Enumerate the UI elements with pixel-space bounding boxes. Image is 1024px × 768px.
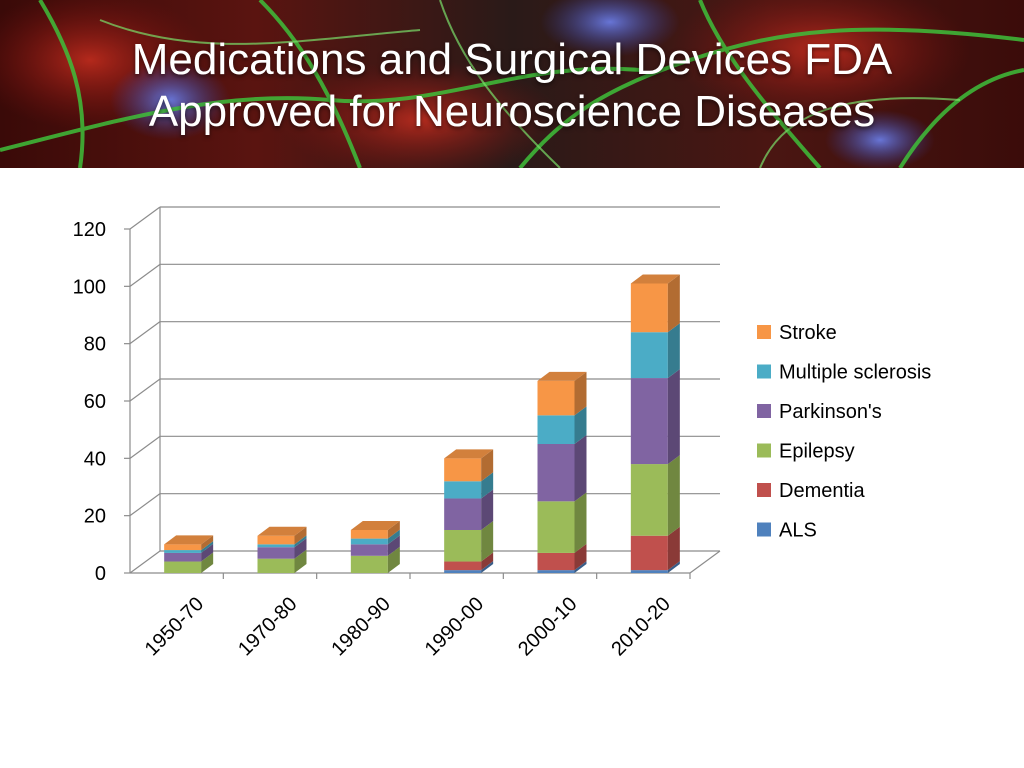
legend-label: Dementia [779, 480, 865, 502]
legend-swatch [757, 483, 771, 497]
legend-label: ALS [779, 520, 817, 542]
y-tick-label: 20 [84, 506, 106, 528]
y-tick-label: 40 [84, 448, 106, 470]
bar-segment-dementia [537, 543, 587, 571]
legend-swatch [757, 404, 771, 418]
bar-segment-epilepsy [257, 549, 307, 573]
bar-segment-stroke [630, 274, 680, 333]
bar-segment-parkinson-s [537, 435, 587, 502]
page-title: Medications and Surgical Devices FDA App… [0, 34, 1024, 138]
bar-segment-dementia [444, 552, 494, 571]
bar-segment-parkinson-s [164, 543, 214, 562]
x-category-label: 2000-10 [514, 593, 581, 660]
bar-segment-stroke [164, 535, 214, 551]
legend-item: Stroke [757, 322, 837, 344]
header-banner: Medications and Surgical Devices FDA App… [0, 0, 1024, 168]
bar-segment-parkinson-s [630, 369, 680, 465]
bar-segment-parkinson-s [257, 538, 307, 559]
bar-segment-stroke [537, 371, 587, 416]
y-tick-label: 100 [73, 276, 106, 298]
title-line-1: Medications and Surgical Devices FDA [131, 35, 893, 84]
x-category-label: 1970-80 [234, 593, 301, 660]
bar-segment-multiple-sclerosis [630, 323, 680, 379]
microscopy-neurons-image [0, 0, 1024, 168]
bar-segment-epilepsy [537, 492, 587, 553]
gridline-connector [129, 493, 161, 517]
chart-legend: Stroke Multiple sclerosis Parkinson's Epile… [757, 322, 931, 542]
bar-segment-epilepsy [164, 552, 214, 573]
bar-segment-parkinson-s [444, 489, 494, 530]
legend-label: Multiple sclerosis [779, 362, 931, 384]
bar-segment-stroke [350, 521, 400, 539]
legend-swatch [757, 325, 771, 339]
x-category-label: 2010-20 [607, 593, 674, 660]
bar-segment-multiple-sclerosis [537, 406, 587, 444]
bar-segment-als [630, 561, 680, 573]
bar-segment-stroke [257, 526, 307, 545]
bar-segment-als [537, 561, 587, 573]
gridline-connector [129, 435, 161, 459]
bar-segment-multiple-sclerosis [444, 472, 494, 499]
bar-segment-dementia [630, 526, 680, 571]
bar-segment-epilepsy [350, 546, 400, 573]
y-tick-label: 80 [84, 334, 106, 356]
bar-segment-multiple-sclerosis [350, 529, 400, 545]
legend-item: ALS [757, 520, 817, 542]
gridline-connector [129, 321, 161, 345]
legend-swatch [757, 364, 771, 379]
legend-item: Parkinson's [757, 401, 882, 423]
legend-swatch [757, 522, 771, 537]
y-tick-label: 60 [84, 391, 106, 413]
legend-label: Parkinson's [779, 401, 882, 423]
legend-item: Dementia [757, 480, 865, 502]
legend-swatch [757, 443, 771, 458]
legend-label: Epilepsy [779, 441, 855, 463]
title-line-2: Approved for Neuroscience Diseases [148, 87, 876, 136]
chart-grid [129, 206, 720, 574]
legend-item: Multiple sclerosis [757, 362, 931, 384]
x-category-label: 1990-00 [421, 593, 488, 660]
bar-segment-stroke [444, 449, 494, 482]
bar-segment-multiple-sclerosis [164, 541, 214, 553]
floor-edge [689, 550, 721, 574]
x-category-label: 1950-70 [141, 593, 208, 660]
gridline-connector [129, 378, 161, 402]
gridline-connector [129, 263, 161, 287]
bar-segment-multiple-sclerosis [257, 535, 307, 548]
y-tick-label: 0 [95, 563, 106, 585]
x-category-label: 1980-90 [327, 593, 394, 660]
y-tick-label: 120 [73, 219, 106, 241]
bar-segment-als [444, 561, 494, 573]
stacked-bar-chart: 0 20 40 60 80 100 120 1950-70 1970-80 1980-90 1990… [73, 206, 931, 660]
gridline-connector [129, 550, 161, 574]
chart-bars [164, 274, 680, 573]
bar-segment-epilepsy [630, 455, 680, 536]
legend-label: Stroke [779, 322, 837, 344]
gridline-connector [129, 206, 161, 230]
legend-item: Epilepsy [757, 441, 855, 463]
bar-segment-parkinson-s [350, 535, 400, 556]
bar-segment-epilepsy [444, 521, 494, 562]
chart-axes: 0 20 40 60 80 100 120 1950-70 1970-80 1980-90 1990… [73, 219, 721, 660]
